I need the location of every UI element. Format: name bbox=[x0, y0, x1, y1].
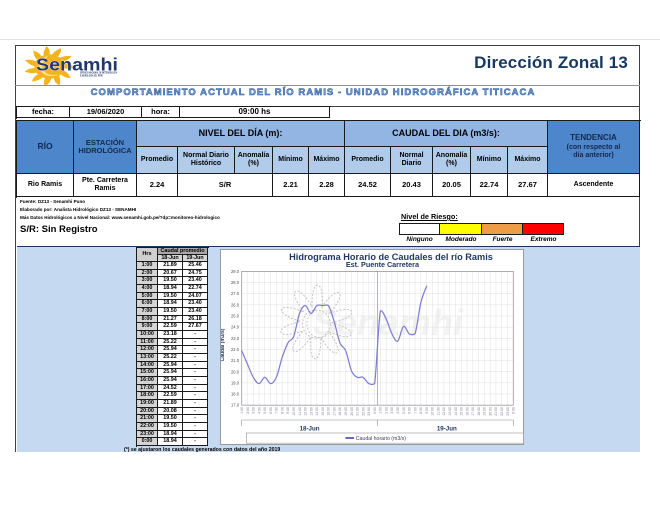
svg-text:8:00: 8:00 bbox=[419, 407, 423, 414]
svg-text:7:00: 7:00 bbox=[274, 407, 278, 414]
svg-text:23:00: 23:00 bbox=[505, 407, 509, 416]
svg-text:10:00: 10:00 bbox=[292, 407, 296, 416]
svg-text:11:00: 11:00 bbox=[436, 407, 440, 416]
svg-text:15:00: 15:00 bbox=[459, 407, 463, 416]
svg-text:3:00: 3:00 bbox=[251, 407, 255, 414]
svg-text:Hidrograma Horario de Caudales: Hidrograma Horario de Caudales del río R… bbox=[289, 252, 493, 262]
svg-text:E HIDROLOGÍA DEL PERÚ: E HIDROLOGÍA DEL PERÚ bbox=[80, 73, 103, 78]
svg-text:SERVICIO NACIONAL DE METEOROLO: SERVICIO NACIONAL DE METEOROLOGÍA bbox=[80, 70, 117, 75]
svg-text:Senamhi: Senamhi bbox=[36, 55, 118, 75]
svg-text:3:00: 3:00 bbox=[390, 407, 394, 414]
svg-text:7:00: 7:00 bbox=[413, 407, 417, 414]
svg-text:21:00: 21:00 bbox=[494, 407, 498, 416]
svg-text:25.0: 25.0 bbox=[231, 313, 240, 318]
svg-text:26.0: 26.0 bbox=[231, 302, 240, 307]
svg-text:10:00: 10:00 bbox=[430, 407, 434, 416]
svg-text:21:00: 21:00 bbox=[355, 407, 359, 416]
svg-text:19:00: 19:00 bbox=[482, 407, 486, 416]
svg-text:15:00: 15:00 bbox=[320, 407, 324, 416]
svg-text:22:00: 22:00 bbox=[361, 407, 365, 416]
svg-text:18-Jun: 18-Jun bbox=[299, 425, 319, 432]
svg-text:Est. Puente Carretera: Est. Puente Carretera bbox=[345, 260, 419, 269]
svg-text:23:00: 23:00 bbox=[367, 407, 371, 416]
svg-text:17.0: 17.0 bbox=[231, 402, 240, 407]
svg-text:16:00: 16:00 bbox=[465, 407, 469, 416]
svg-text:12:00: 12:00 bbox=[303, 407, 307, 416]
svg-text:24.0: 24.0 bbox=[231, 324, 240, 329]
svg-text:28.0: 28.0 bbox=[231, 280, 240, 285]
svg-text:16:00: 16:00 bbox=[326, 407, 330, 416]
svg-text:1:00: 1:00 bbox=[240, 407, 244, 414]
svg-text:13:00: 13:00 bbox=[309, 407, 313, 416]
svg-text:18:00: 18:00 bbox=[338, 407, 342, 416]
svg-text:4:00: 4:00 bbox=[396, 407, 400, 414]
svg-text:14:00: 14:00 bbox=[315, 407, 319, 416]
svg-text:19.0: 19.0 bbox=[231, 380, 240, 385]
svg-text:9:00: 9:00 bbox=[286, 407, 290, 414]
svg-text:4:00: 4:00 bbox=[257, 407, 261, 414]
svg-text:18.0: 18.0 bbox=[231, 391, 240, 396]
svg-text:2:00: 2:00 bbox=[245, 407, 249, 414]
svg-text:29.0: 29.0 bbox=[231, 269, 240, 274]
svg-text:20:00: 20:00 bbox=[349, 407, 353, 416]
svg-text:14:00: 14:00 bbox=[453, 407, 457, 416]
svg-text:Caudal horario (m3/s): Caudal horario (m3/s) bbox=[355, 436, 405, 442]
svg-text:Caudal (m3/s): Caudal (m3/s) bbox=[221, 328, 226, 361]
svg-text:9:00: 9:00 bbox=[424, 407, 428, 414]
svg-text:1:00: 1:00 bbox=[378, 407, 382, 414]
svg-text:11:00: 11:00 bbox=[297, 407, 301, 416]
svg-text:19:00: 19:00 bbox=[344, 407, 348, 416]
svg-text:20.0: 20.0 bbox=[231, 369, 240, 374]
svg-text:5:00: 5:00 bbox=[263, 407, 267, 414]
svg-text:23.0: 23.0 bbox=[231, 336, 240, 341]
svg-text:18:00: 18:00 bbox=[476, 407, 480, 416]
svg-text:27.0: 27.0 bbox=[231, 291, 240, 296]
svg-text:Senamhi: Senamhi bbox=[313, 302, 464, 343]
svg-text:0:00: 0:00 bbox=[372, 407, 376, 414]
svg-text:17:00: 17:00 bbox=[332, 407, 336, 416]
svg-text:17:00: 17:00 bbox=[471, 407, 475, 416]
svg-text:12:00: 12:00 bbox=[442, 407, 446, 416]
svg-text:19-Jun: 19-Jun bbox=[436, 425, 456, 432]
svg-text:6:00: 6:00 bbox=[407, 407, 411, 414]
svg-text:5:00: 5:00 bbox=[401, 407, 405, 414]
svg-text:2:00: 2:00 bbox=[384, 407, 388, 414]
svg-text:20:00: 20:00 bbox=[488, 407, 492, 416]
svg-text:13:00: 13:00 bbox=[448, 407, 452, 416]
svg-text:0:00: 0:00 bbox=[511, 407, 515, 414]
svg-text:8:00: 8:00 bbox=[280, 407, 284, 414]
svg-text:21.0: 21.0 bbox=[231, 358, 240, 363]
svg-text:22:00: 22:00 bbox=[500, 407, 504, 416]
svg-text:22.0: 22.0 bbox=[231, 347, 240, 352]
svg-text:6:00: 6:00 bbox=[268, 407, 272, 414]
